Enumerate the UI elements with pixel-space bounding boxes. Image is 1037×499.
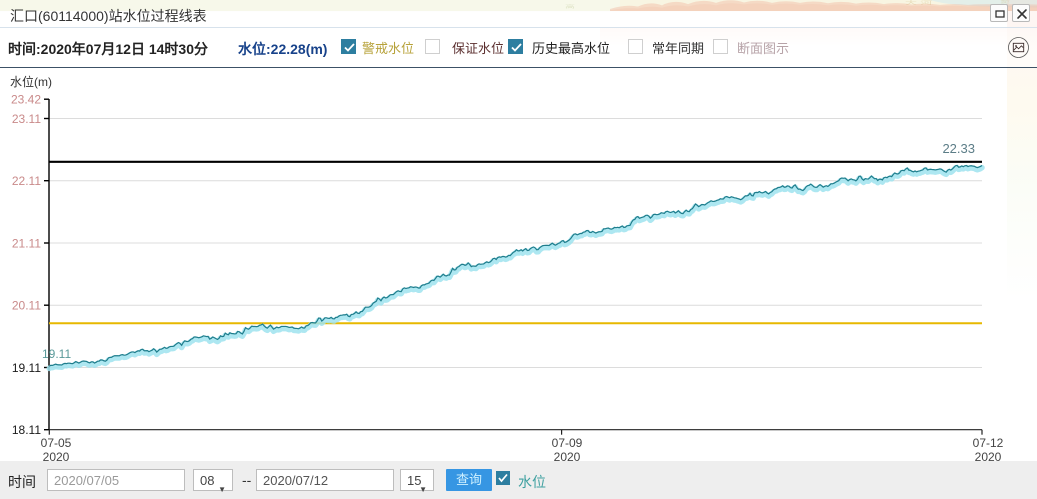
svg-text:22.11: 22.11 xyxy=(12,174,41,188)
svg-text:07-12: 07-12 xyxy=(973,436,1004,450)
svg-text:19.11: 19.11 xyxy=(42,347,71,361)
svg-text:20.11: 20.11 xyxy=(12,299,41,313)
svg-text:22.33: 22.33 xyxy=(942,141,975,156)
svg-text:水位(m): 水位(m) xyxy=(10,74,52,89)
svg-text:18.11: 18.11 xyxy=(12,423,41,437)
svg-text:23.11: 23.11 xyxy=(12,112,41,126)
svg-text:07-09: 07-09 xyxy=(552,436,583,450)
svg-text:23.42: 23.42 xyxy=(11,93,41,107)
svg-text:21.11: 21.11 xyxy=(12,236,41,250)
svg-text:19.11: 19.11 xyxy=(12,361,41,375)
svg-text:07-05: 07-05 xyxy=(41,436,72,450)
